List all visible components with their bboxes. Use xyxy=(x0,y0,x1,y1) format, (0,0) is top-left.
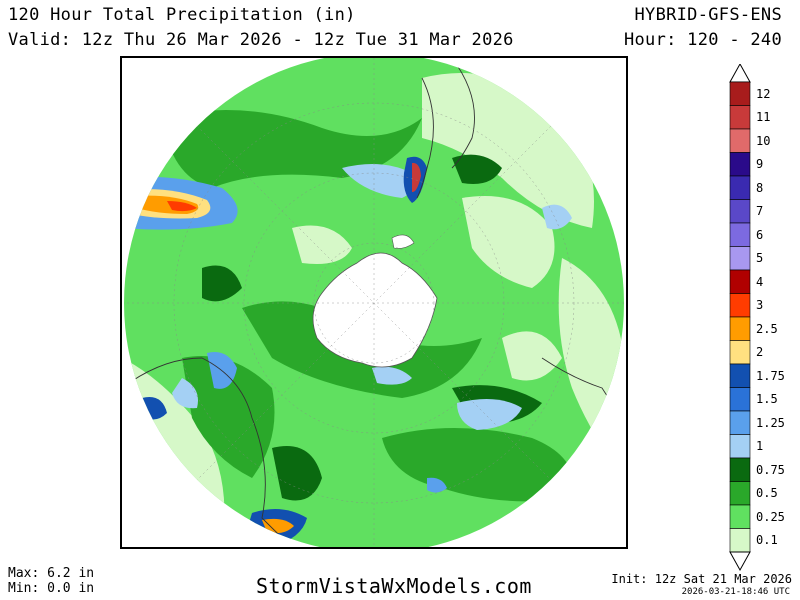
legend-label: 3 xyxy=(756,298,764,313)
legend-label: 0.5 xyxy=(756,486,778,501)
legend-swatch xyxy=(729,434,751,459)
legend-label: 5 xyxy=(756,251,764,266)
legend-label: 6 xyxy=(756,227,764,242)
legend-swatch xyxy=(729,81,751,106)
generated-timestamp: 2026-03-21-18:46 UTC xyxy=(681,587,790,597)
color-legend: 12 11 10 9 8 7 6 5 4 3 2.5 2 1.75 1.5 1.25 1 0.75 0.5 0.25… xyxy=(728,64,798,574)
legend-label: 0.1 xyxy=(756,533,778,548)
legend-label: 1.5 xyxy=(756,392,778,407)
legend-lower-arrow xyxy=(729,551,751,572)
legend-label: 0.25 xyxy=(756,509,785,524)
legend-swatch xyxy=(729,152,751,177)
legend-swatch xyxy=(729,340,751,365)
legend-label: 2 xyxy=(756,345,764,360)
legend-swatch xyxy=(729,175,751,200)
min-value: Min: 0.0 in xyxy=(8,581,95,596)
precipitation-map xyxy=(120,56,628,549)
legend-swatch xyxy=(729,222,751,247)
legend-swatch xyxy=(729,316,751,341)
legend-swatch xyxy=(729,410,751,435)
legend-label: 1 xyxy=(756,439,764,454)
precipitation-field xyxy=(124,58,624,547)
legend-label: 11 xyxy=(756,110,771,125)
legend-label: 9 xyxy=(756,157,764,172)
legend-label: 7 xyxy=(756,204,764,219)
map-title: 120 Hour Total Precipitation (in) xyxy=(8,5,356,25)
legend-label: 12 xyxy=(756,86,771,101)
legend-swatch xyxy=(729,105,751,130)
legend-label: 8 xyxy=(756,180,764,195)
legend-swatch xyxy=(729,457,751,482)
legend-swatch xyxy=(729,363,751,388)
legend-swatch xyxy=(729,293,751,318)
legend-label: 4 xyxy=(756,274,764,289)
legend-swatch xyxy=(729,246,751,271)
legend-upper-arrow xyxy=(729,64,751,83)
legend-swatch xyxy=(729,528,751,553)
site-name: StormVistaWxModels.com xyxy=(256,574,532,598)
init-time: Init: 12z Sat 21 Mar 2026 xyxy=(611,572,792,586)
legend-swatch xyxy=(729,387,751,412)
legend-label: 10 xyxy=(756,133,771,148)
legend-swatch xyxy=(729,504,751,529)
valid-period: Valid: 12z Thu 26 Mar 2026 - 12z Tue 31 … xyxy=(8,30,514,50)
legend-label: 0.75 xyxy=(756,462,785,477)
legend-swatch xyxy=(729,269,751,294)
legend-swatch xyxy=(729,481,751,506)
legend-label: 1.25 xyxy=(756,415,785,430)
forecast-hour-range: Hour: 120 - 240 xyxy=(623,30,782,50)
legend-swatch xyxy=(729,199,751,224)
model-name: HYBRID-GFS-ENS xyxy=(634,5,782,25)
legend-label: 2.5 xyxy=(756,321,778,336)
legend-label: 1.75 xyxy=(756,368,785,383)
max-value: Max: 6.2 in xyxy=(8,566,95,581)
legend-swatch xyxy=(729,128,751,153)
